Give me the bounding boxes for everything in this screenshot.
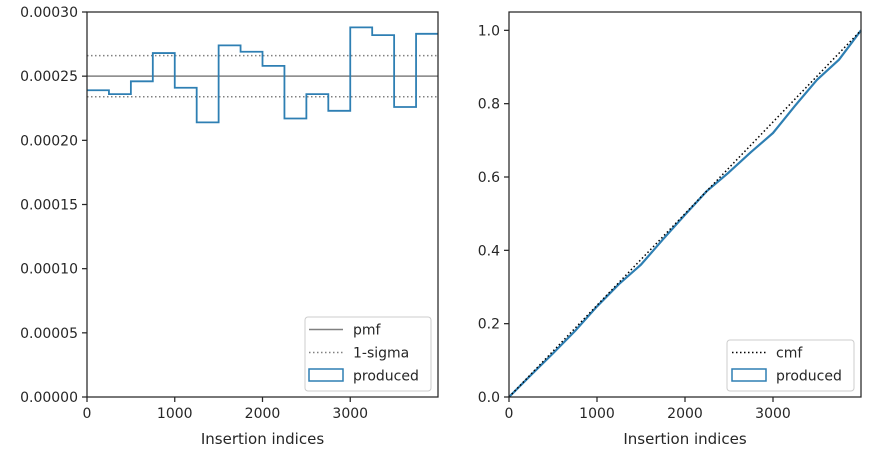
pmf-y-tick-label: 0.00020	[20, 133, 78, 149]
pmf-axes-frame	[86, 11, 439, 398]
cmf-y-tick-label: 0.4	[478, 243, 500, 259]
pmf-x-tick-label: 2000	[245, 406, 281, 422]
cmf-x-axis-ticks: 0 1000 2000 3000	[505, 397, 791, 422]
pmf-panel: 0 1000 2000 3000 0.000000.000050.000100.000…	[20, 5, 439, 448]
cmf-panel: 0 1000 2000 3000 0.0 0.2 0.4 0.6 0.8 1.0 Inserti…	[478, 11, 862, 448]
cmf-produced-legend-swatch	[731, 368, 767, 382]
produced-cumulative-line	[508, 29, 862, 398]
pmf-series-layer	[87, 26, 438, 124]
cmf-series-layer	[508, 29, 862, 398]
pmf-y-tick-label: 0.00030	[20, 5, 78, 21]
pmf-x-tick-label: 0	[83, 406, 92, 422]
cmf-produced-legend-label: produced	[776, 369, 842, 385]
cmf-y-tick-label: 0.0	[478, 390, 500, 406]
pmf-y-tick-label: 0.00025	[20, 69, 78, 85]
pmf-x-tick-label: 1000	[157, 406, 193, 422]
pmf-x-axis-label: Insertion indices	[201, 430, 324, 448]
pmf-y-tick-label: 0.00010	[20, 262, 78, 278]
cmf-axes-frame	[508, 11, 862, 398]
pmf-y-tick-label: 0.00000	[20, 390, 78, 406]
cmf-y-tick-label: 1.0	[478, 23, 500, 39]
cmf-x-tick-label: 1000	[579, 406, 615, 422]
cmf-y-tick-label: 0.2	[478, 317, 500, 333]
sigma-legend-label: 1-sigma	[353, 346, 409, 362]
cmf-x-tick-label: 3000	[755, 406, 791, 422]
cmf-x-axis-label: Insertion indices	[623, 430, 746, 448]
pmf-legend-label: pmf	[353, 323, 382, 339]
cmf-line	[508, 29, 862, 398]
cmf-y-tick-label: 0.6	[478, 170, 500, 186]
pmf-y-tick-label: 0.00015	[20, 198, 78, 214]
pmf-legend: pmf 1-sigma produced	[304, 316, 432, 392]
pmf-x-tick-label: 3000	[332, 406, 368, 422]
cmf-x-tick-label: 2000	[667, 406, 703, 422]
cmf-legend: cmf produced	[726, 339, 855, 392]
produced-legend-label: produced	[353, 369, 419, 385]
pmf-y-axis-ticks: 0.00000 0.00005 0.00010 0.00015 0.00020 0.000…	[20, 5, 87, 406]
pmf-y-tick-label: 0.00005	[20, 326, 78, 342]
cmf-y-axis-ticks: 0.0 0.2 0.4 0.6 0.8 1.0	[478, 23, 509, 406]
cmf-x-tick-label: 0	[505, 406, 514, 422]
produced-step-line	[87, 26, 438, 124]
cmf-legend-box	[726, 339, 855, 392]
produced-legend-swatch	[308, 368, 344, 382]
pmf-x-axis-ticks: 0 1000 2000 3000	[83, 397, 368, 422]
pmf-legend-box	[304, 316, 432, 392]
cmf-y-tick-label: 0.8	[478, 97, 500, 113]
cmf-legend-label: cmf	[776, 346, 803, 362]
